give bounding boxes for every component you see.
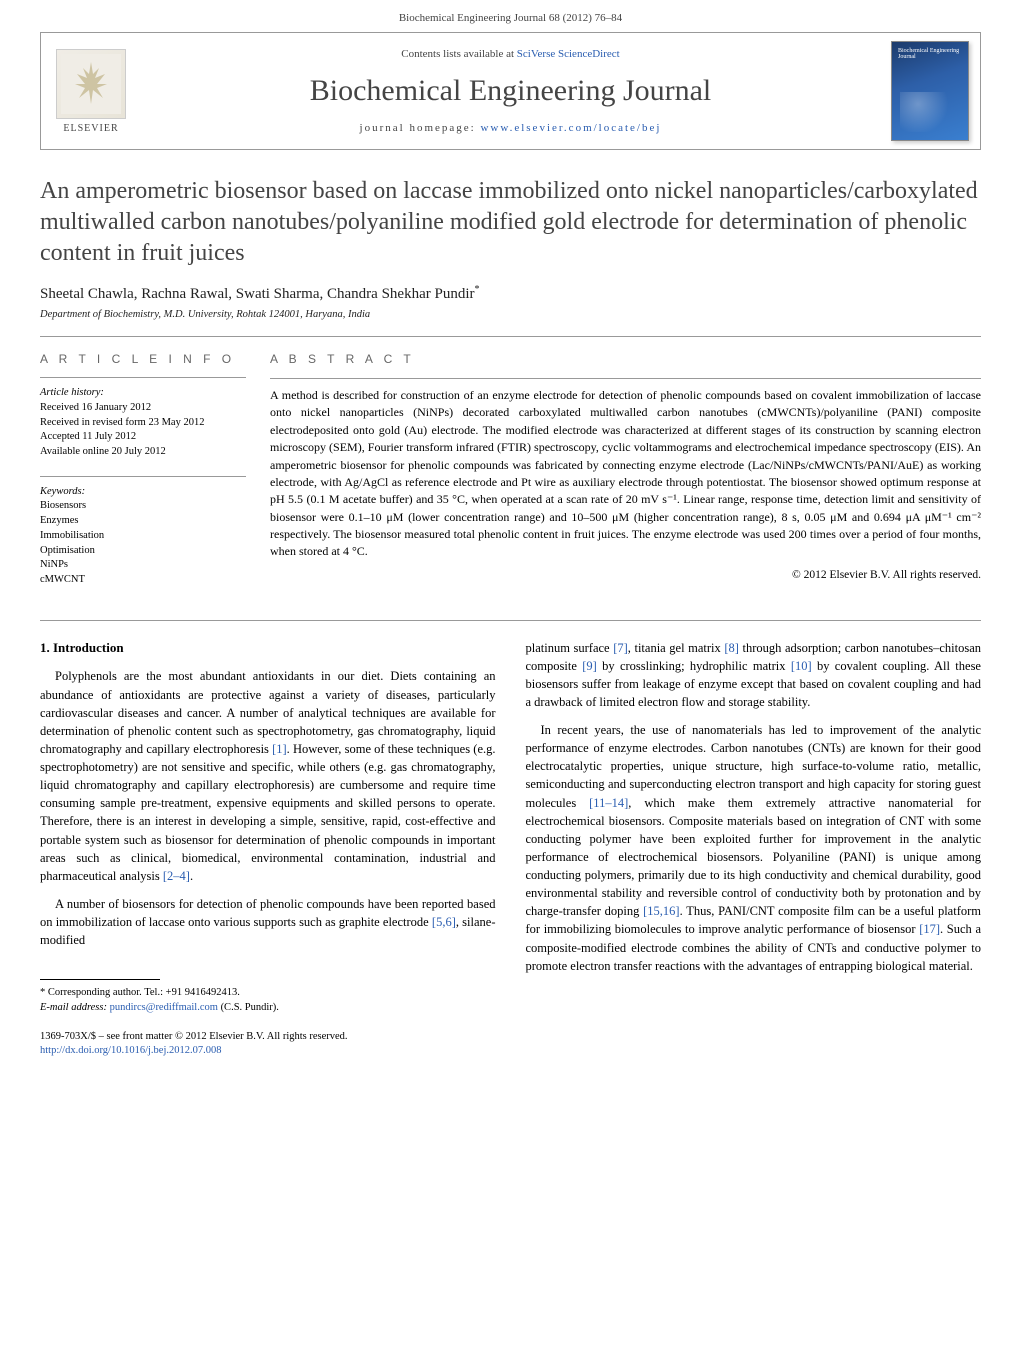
section-1-heading: 1. Introduction — [40, 639, 496, 658]
cover-text: Biochemical Engineering Journal — [898, 48, 959, 60]
abstract-rule — [270, 378, 981, 379]
abstract-column: A B S T R A C T A method is described fo… — [270, 351, 981, 604]
contents-pre: Contents lists available at — [401, 48, 516, 60]
right-column: platinum surface [7], titania gel matrix… — [526, 639, 982, 1016]
email-footnote: E-mail address: pundircs@rediffmail.com … — [40, 1001, 496, 1016]
journal-name: Biochemical Engineering Journal — [310, 74, 712, 108]
history-line: Received 16 January 2012 — [40, 401, 246, 416]
para: A number of biosensors for detection of … — [40, 895, 496, 949]
keyword: cMWCNT — [40, 573, 246, 588]
info-rule-2 — [40, 476, 246, 477]
keyword: NiNPs — [40, 558, 246, 573]
authors-line: Sheetal Chawla, Rachna Rawal, Swati Shar… — [40, 284, 981, 303]
keyword: Enzymes — [40, 514, 246, 529]
t: . However, some of these techniques (e.g… — [40, 742, 496, 883]
keywords-block: Keywords: Biosensors Enzymes Immobilisat… — [40, 485, 246, 588]
article-info-column: A R T I C L E I N F O Article history: R… — [40, 351, 270, 604]
corr-author-footnote: * Corresponding author. Tel.: +91 941649… — [40, 986, 496, 1001]
contents-available-line: Contents lists available at SciVerse Sci… — [401, 48, 619, 60]
citation-link[interactable]: [10] — [791, 659, 812, 673]
citation-link[interactable]: [7] — [613, 641, 628, 655]
homepage-label: journal homepage: — [360, 122, 481, 134]
article-title: An amperometric biosensor based on lacca… — [40, 176, 981, 270]
keyword: Optimisation — [40, 544, 246, 559]
email-suffix: (C.S. Pundir). — [218, 1002, 279, 1013]
header-center: Contents lists available at SciVerse Sci… — [141, 33, 880, 149]
citation-link[interactable]: [5,6] — [432, 915, 456, 929]
citation-link[interactable]: [1] — [272, 742, 287, 756]
t: . — [190, 869, 193, 883]
citation-link[interactable]: [15,16] — [643, 904, 679, 918]
running-head: Biochemical Engineering Journal 68 (2012… — [0, 0, 1021, 32]
sciverse-link[interactable]: SciVerse ScienceDirect — [517, 48, 620, 60]
footnotes: * Corresponding author. Tel.: +91 941649… — [40, 986, 496, 1015]
body-two-columns: 1. Introduction Polyphenols are the most… — [40, 639, 981, 1016]
history-label: Article history: — [40, 386, 246, 401]
elsevier-tree-icon — [56, 49, 126, 119]
citation-link[interactable]: [2–4] — [163, 869, 190, 883]
citation-link[interactable]: [9] — [582, 659, 597, 673]
abstract-text: A method is described for construction o… — [270, 387, 981, 561]
info-abstract-row: A R T I C L E I N F O Article history: R… — [40, 337, 981, 620]
history-line: Available online 20 July 2012 — [40, 445, 246, 460]
history-line: Received in revised form 23 May 2012 — [40, 416, 246, 431]
cover-block: Biochemical Engineering Journal — [880, 33, 980, 149]
citation-link[interactable]: [17] — [919, 922, 940, 936]
t: A number of biosensors for detection of … — [40, 897, 496, 929]
author-names: Sheetal Chawla, Rachna Rawal, Swati Shar… — [40, 286, 474, 302]
abstract-heading: A B S T R A C T — [270, 351, 981, 368]
info-rule-1 — [40, 377, 246, 378]
homepage-link[interactable]: www.elsevier.com/locate/bej — [480, 122, 661, 134]
affiliation: Department of Biochemistry, M.D. Univers… — [40, 309, 981, 320]
doi-link[interactable]: http://dx.doi.org/10.1016/j.bej.2012.07.… — [40, 1045, 222, 1056]
article-info-heading: A R T I C L E I N F O — [40, 351, 246, 368]
corr-mark: * — [474, 284, 479, 295]
keywords-label: Keywords: — [40, 485, 246, 500]
email-label: E-mail address: — [40, 1002, 110, 1013]
history-line: Accepted 11 July 2012 — [40, 430, 246, 445]
t: , titania gel matrix — [628, 641, 725, 655]
publisher-name: ELSEVIER — [63, 123, 118, 134]
t: by crosslinking; hydrophilic matrix — [597, 659, 791, 673]
para: In recent years, the use of nanomaterial… — [526, 721, 982, 975]
abstract-copyright: © 2012 Elsevier B.V. All rights reserved… — [270, 567, 981, 584]
t: platinum surface — [526, 641, 614, 655]
email-link[interactable]: pundircs@rediffmail.com — [110, 1002, 218, 1013]
journal-cover-icon: Biochemical Engineering Journal — [891, 41, 969, 141]
journal-header-box: ELSEVIER Contents lists available at Sci… — [40, 32, 981, 150]
citation-link[interactable]: [8] — [724, 641, 739, 655]
para: Polyphenols are the most abundant antiox… — [40, 667, 496, 885]
left-column: 1. Introduction Polyphenols are the most… — [40, 639, 496, 1016]
para: platinum surface [7], titania gel matrix… — [526, 639, 982, 712]
footnote-rule — [40, 979, 160, 980]
bottom-meta: 1369-703X/$ – see front matter © 2012 El… — [40, 1030, 981, 1059]
journal-homepage-line: journal homepage: www.elsevier.com/locat… — [360, 122, 662, 134]
t: , which make them extremely attractive n… — [526, 796, 982, 919]
article-history-block: Article history: Received 16 January 201… — [40, 386, 246, 459]
keyword: Immobilisation — [40, 529, 246, 544]
issn-line: 1369-703X/$ – see front matter © 2012 El… — [40, 1030, 981, 1045]
keyword: Biosensors — [40, 499, 246, 514]
citation-link[interactable]: [11–14] — [589, 796, 628, 810]
publisher-block: ELSEVIER — [41, 33, 141, 149]
rule-bottom — [40, 620, 981, 621]
